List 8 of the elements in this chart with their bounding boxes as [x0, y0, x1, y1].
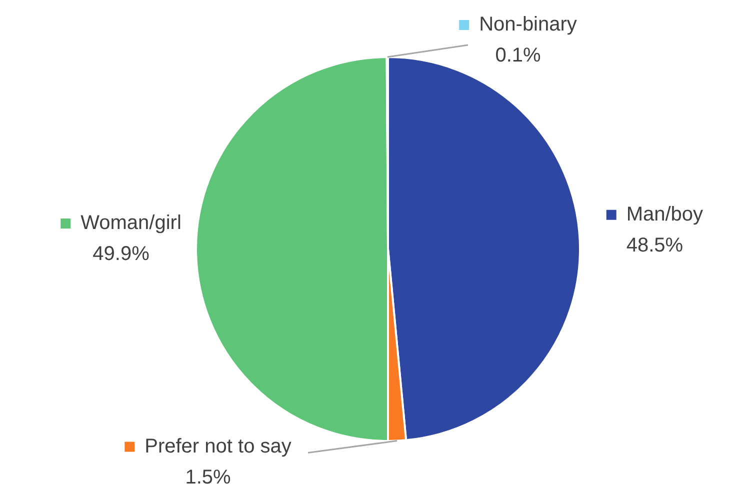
- legend-label: Non-binary: [479, 14, 577, 36]
- data-label: 0.1%: [495, 44, 542, 67]
- legend-label: Prefer not to say: [144, 435, 292, 458]
- data-label: 49.9%: [92, 243, 150, 266]
- data-label: 48.5%: [626, 234, 684, 256]
- legend-label: Man/boy: [626, 203, 704, 226]
- legend-label: Woman/girl: [80, 212, 182, 234]
- data-label: 1.5%: [185, 466, 232, 488]
